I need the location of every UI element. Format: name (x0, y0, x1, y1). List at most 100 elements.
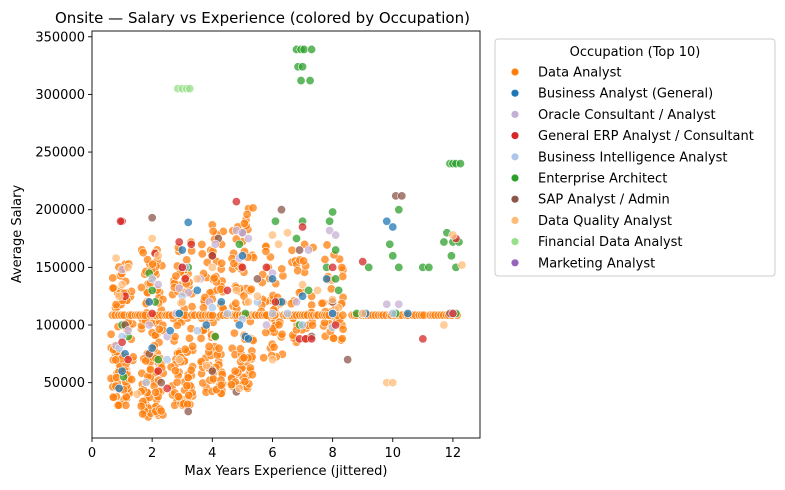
scatter-point (322, 240, 332, 250)
scatter-point (174, 355, 184, 365)
scatter-point (385, 239, 395, 249)
legend-label: General ERP Analyst / Consultant (538, 129, 754, 144)
legend-item: Data Analyst (511, 66, 621, 81)
chart-title: Onsite — Salary vs Experience (colored b… (55, 9, 470, 27)
scatter-point (246, 284, 256, 294)
scatter-point (172, 377, 182, 387)
scatter-point (147, 234, 157, 244)
x-tick-label: 6 (268, 446, 276, 461)
scatter-point (117, 366, 127, 376)
scatter-point (394, 299, 404, 309)
scatter-point (147, 213, 157, 223)
scatter-point (270, 297, 280, 307)
scatter-point (277, 329, 287, 339)
scatter-point (186, 239, 196, 249)
scatter-point (328, 295, 338, 305)
legend-item: SAP Analyst / Admin (511, 193, 670, 208)
scatter-point (424, 262, 434, 272)
scatter-point (229, 259, 239, 269)
scatter-point (328, 308, 338, 318)
scatter-point (307, 334, 317, 344)
scatter-point (382, 299, 392, 309)
scatter-point (277, 264, 287, 274)
scatter-point (304, 245, 314, 255)
scatter-point (177, 245, 187, 255)
scatter-point (325, 225, 335, 235)
scatter-point (174, 308, 184, 318)
scatter-point (111, 300, 121, 310)
scatter-point (292, 297, 302, 307)
scatter-point (162, 383, 172, 393)
scatter-point (394, 262, 404, 272)
scatter-point (153, 355, 163, 365)
scatter-point (298, 291, 308, 301)
scatter-point (207, 303, 217, 313)
y-tick-label: 300000 (35, 88, 85, 103)
scatter-point (252, 291, 262, 301)
scatter-point (239, 353, 249, 363)
y-tick-label: 50000 (44, 376, 85, 391)
scatter-point (322, 274, 332, 284)
legend-label: Marketing Analyst (538, 256, 655, 271)
scatter-point (439, 237, 449, 247)
scatter-point (109, 392, 119, 402)
x-tick-label: 0 (88, 446, 96, 461)
scatter-point (208, 310, 218, 320)
legend-item: Enterprise Architect (511, 172, 667, 187)
scatter-point (114, 291, 124, 301)
scatter-point (165, 326, 175, 336)
scatter-point (261, 320, 271, 330)
scatter-point (201, 320, 211, 330)
scatter-point (307, 44, 317, 54)
scatter-point (296, 76, 306, 86)
scatter-point (216, 297, 226, 307)
scatter-point (283, 228, 293, 238)
scatter-point (111, 355, 121, 365)
scatter-point (204, 342, 214, 352)
scatter-point (403, 308, 413, 318)
legend-label: Business Analyst (General) (538, 87, 713, 102)
scatter-point (114, 383, 124, 393)
legend-item: Marketing Analyst (511, 256, 655, 271)
scatter-point (295, 245, 305, 255)
scatter-point (147, 285, 157, 295)
scatter-point (231, 197, 241, 207)
scatter-point (273, 239, 283, 249)
scatter-point (239, 218, 249, 228)
scatter-point (132, 389, 142, 399)
legend-marker (511, 259, 519, 267)
scatter-point (231, 285, 241, 295)
scatter-point (287, 245, 297, 255)
scatter-point (448, 230, 458, 240)
scatter-point (192, 326, 202, 336)
scatter-point (237, 262, 247, 272)
legend-marker (511, 110, 519, 118)
legend-item: Business Intelligence Analyst (511, 150, 728, 165)
scatter-point (397, 191, 407, 201)
scatter-point (328, 207, 338, 217)
scatter-point (222, 308, 232, 318)
scatter-point (182, 381, 192, 391)
scatter-point (116, 216, 126, 226)
scatter-point (388, 251, 398, 261)
scatter-point (358, 308, 368, 318)
scatter-point (331, 274, 341, 284)
scatter-point (259, 353, 269, 363)
legend-item: General ERP Analyst / Consultant (511, 129, 754, 144)
scatter-point (210, 239, 220, 249)
legend-label: Data Quality Analyst (538, 214, 672, 229)
scatter-point (334, 303, 344, 313)
scatter-point (209, 273, 219, 283)
scatter-point (243, 297, 253, 307)
scatter-point (329, 333, 339, 343)
scatter-point (106, 329, 116, 339)
x-tick-label: 8 (328, 446, 336, 461)
scatter-point (240, 376, 250, 386)
scatter-point (207, 366, 217, 376)
scatter-point (174, 283, 184, 293)
scatter-point (234, 320, 244, 330)
scatter-point (171, 271, 181, 281)
scatter-point (337, 334, 347, 344)
scatter-point (307, 320, 317, 330)
scatter-point (331, 320, 341, 330)
